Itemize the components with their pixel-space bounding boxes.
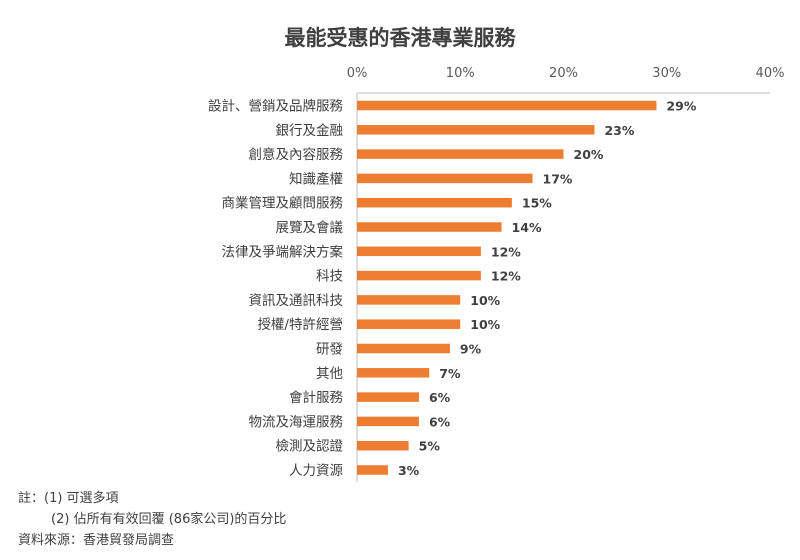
bar <box>357 319 461 329</box>
note-line-1: 註：(1) 可選多項 <box>18 491 119 506</box>
category-label: 科技 <box>316 269 343 285</box>
data-label: 23% <box>604 123 634 138</box>
category-label: 研發 <box>316 342 343 358</box>
bar <box>357 465 388 475</box>
category-label: 會計服務 <box>289 390 343 406</box>
bar <box>357 149 564 159</box>
data-label: 15% <box>522 196 552 211</box>
data-label: 20% <box>574 147 604 162</box>
x-tick-label: 10% <box>446 66 475 81</box>
data-label: 10% <box>470 317 500 332</box>
category-label: 法律及爭端解決方案 <box>222 243 344 260</box>
bar-chart: 0% 10% 20% 30% 40% 設計、營銷及品牌服務 29% 銀行及金融 23% 創意及內容… <box>208 66 785 482</box>
data-label: 7% <box>439 366 461 381</box>
data-label: 6% <box>429 414 451 429</box>
bar <box>357 295 461 305</box>
data-label: 29% <box>666 99 696 114</box>
category-label: 其他 <box>316 366 343 382</box>
category-label: 授權/特許經營 <box>257 317 343 333</box>
category-label: 物流及海運服務 <box>249 414 344 430</box>
x-tick-label: 0% <box>347 66 368 81</box>
bar <box>357 368 430 378</box>
x-tick-label: 40% <box>756 66 785 81</box>
data-label: 10% <box>470 293 500 308</box>
data-label: 6% <box>429 390 451 405</box>
note-line-3: 資料來源：香港貿發局調查 <box>18 533 175 548</box>
chart-notes: 註：(1) 可選多項 (2) 佔所有有效回覆 (86家公司)的百分比 資料來源：… <box>18 488 286 551</box>
category-label: 人力資源 <box>289 463 343 479</box>
category-label: 展覽及會議 <box>276 219 344 236</box>
bar <box>357 270 481 281</box>
category-label: 銀行及金融 <box>276 123 344 139</box>
x-tick-label: 30% <box>652 66 681 81</box>
category-label: 創意及內容服務 <box>249 146 344 163</box>
category-label: 知識產權 <box>289 170 343 187</box>
bar <box>357 222 502 232</box>
data-label: 17% <box>543 171 573 186</box>
bar <box>357 416 419 427</box>
data-label: 5% <box>419 439 441 454</box>
data-label: 14% <box>512 220 542 235</box>
bar <box>357 392 419 402</box>
data-label: 3% <box>398 463 420 478</box>
bar <box>357 173 533 184</box>
data-label: 12% <box>491 244 521 259</box>
bar <box>357 440 409 451</box>
category-label: 設計、營銷及品牌服務 <box>208 98 343 115</box>
bar <box>357 125 595 135</box>
chart-title: 最能受惠的香港專業服務 <box>284 25 516 50</box>
bar <box>357 246 481 257</box>
data-label: 9% <box>460 342 482 357</box>
data-label: 12% <box>491 269 521 284</box>
note-line-2: (2) 佔所有有效回覆 (86家公司)的百分比 <box>18 512 287 527</box>
category-label: 商業管理及顧問服務 <box>222 196 344 212</box>
category-label: 資訊及通訊科技 <box>249 293 344 309</box>
bar <box>357 343 450 354</box>
bar <box>357 197 512 208</box>
x-tick-label: 20% <box>549 66 578 81</box>
bar <box>357 100 657 111</box>
category-label: 檢測及認證 <box>276 438 344 455</box>
